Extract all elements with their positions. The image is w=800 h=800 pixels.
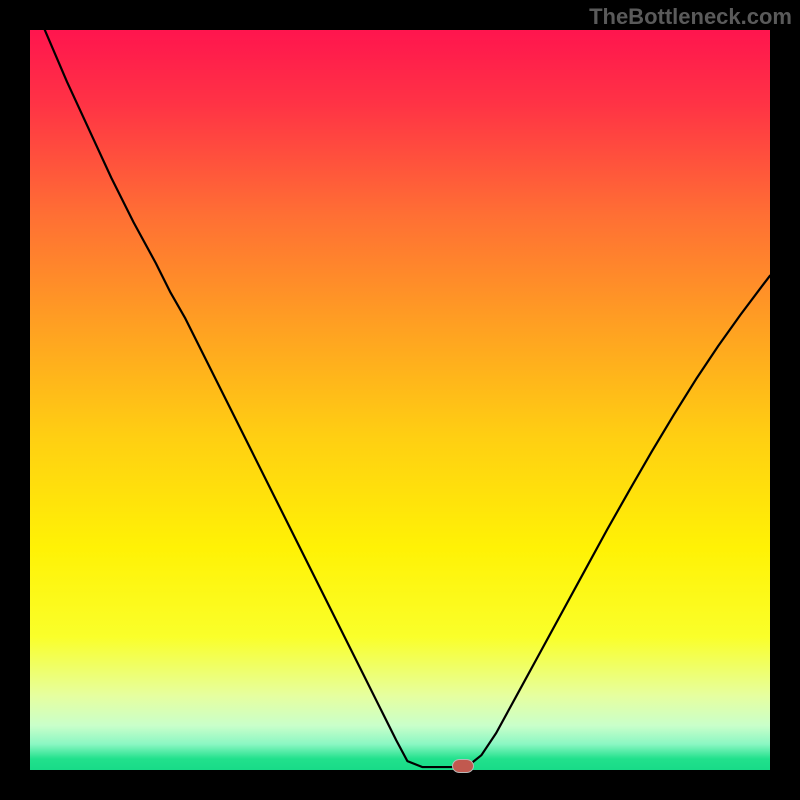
optimum-marker xyxy=(452,759,474,773)
watermark-text: TheBottleneck.com xyxy=(589,4,792,30)
plot-area xyxy=(30,30,770,770)
curve-svg xyxy=(30,30,770,770)
chart-container: TheBottleneck.com xyxy=(0,0,800,800)
